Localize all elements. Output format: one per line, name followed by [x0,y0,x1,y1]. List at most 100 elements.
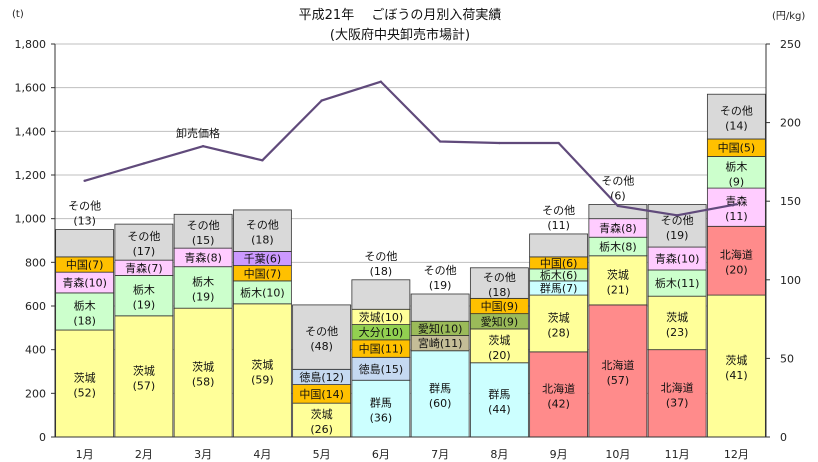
x-tick-label: 7月 [431,448,449,461]
segment-name-label: その他 [246,219,279,232]
segment-pct-label: (60) [429,397,452,410]
x-tick-label: 1月 [76,448,94,461]
y-right-tick-label: 150 [780,195,801,208]
segment-name-label: 茨城 [725,353,747,367]
segment-name-label: 北海道 [542,381,575,395]
bar-segment [55,292,115,331]
x-tick-label: 6月 [372,448,390,461]
y-right-tick-label: 100 [780,274,801,287]
y-right-tick-label: 250 [780,38,801,51]
segment-label: 愛知(10) [418,321,463,335]
gridlines [55,43,766,394]
bar-segment [706,225,766,296]
bar-segment [529,294,589,353]
x-tick-label: 5月 [313,448,331,461]
segment-label: 中国(6) [540,257,578,270]
segment-label: 愛知(9) [481,314,519,328]
segment-label: 大分(10) [359,325,404,339]
segment-name-label: 北海道 [661,380,694,394]
segment-pct-label: (13) [73,215,96,228]
segment-name-label: その他 [424,264,457,277]
segment-name-label: 群馬 [370,396,392,410]
segment-label: 青森(8) [184,250,222,264]
segment-name-label: その他 [720,105,753,118]
chart-subtitle: (大阪府中央卸売市場計) [330,27,470,43]
bar-segment [529,233,589,258]
bar-segment [706,93,766,140]
bar-segment [55,329,115,438]
segment-pct-label: (58) [192,376,215,389]
price-point [735,203,738,206]
segment-label: 徳島(12) [299,370,344,384]
y-left-tick-label: 400 [25,344,46,357]
bar-segment [410,293,470,322]
segment-label: 青森(7) [125,261,163,275]
bar-segment [469,328,529,364]
x-tick-label: 2月 [135,448,153,461]
y-left-tick-label: 0 [39,431,46,444]
segment-label: 茨城(10) [359,310,404,324]
bar-segment [173,266,233,309]
segment-label: 中国(14) [299,388,344,401]
segment-pct-label: (19) [666,229,689,242]
segment-name-label: 茨城 [311,407,333,421]
segment-label: 中国(9) [481,300,519,313]
segment-name-label: 茨城 [251,357,273,371]
segment-label: 中国(7) [66,259,104,272]
price-point [498,141,501,145]
segment-name-label: 栃木 [74,298,96,312]
labels: 平成21年 ごぼうの月別入荷実績 (大阪府中央卸売市場計) (t) (円/kg)… [12,7,805,140]
y-left-unit: (t) [12,9,24,20]
y-left-tick-label: 200 [25,387,46,400]
price-point [320,99,323,102]
segment-pct-label: (59) [251,373,274,386]
bar-segment [469,362,529,438]
bar-segment [588,304,648,438]
segment-pct-label: (57) [607,374,630,387]
segment-label: 栃木(10) [240,285,285,299]
segment-name-label: 茨城 [192,360,214,374]
segment-label: 中国(7) [244,267,282,280]
bar-segment [232,209,292,252]
segment-pct-label: (18) [73,314,96,327]
bar-segment [55,229,115,258]
x-tick-label: 3月 [194,448,212,461]
segment-name-label: 茨城 [666,310,688,324]
segment-name-label: 茨城 [607,267,629,281]
segment-label: 中国(11) [359,343,404,356]
segment-label: 徳島(15) [359,362,404,376]
y-right-unit: (円/kg) [772,11,805,22]
bar-segment [114,275,174,317]
x-tick-label: 11月 [665,448,690,461]
segment-name-label: その他 [661,214,694,227]
segment-name-label: その他 [601,174,634,187]
price-point [379,80,383,83]
segment-pct-label: (57) [133,379,156,392]
x-tick-label: 12月 [724,448,749,461]
price-point [675,214,679,217]
segment-name-label: 茨城 [74,371,96,385]
bar-segment [469,267,529,299]
segment-name-label: 北海道 [601,358,634,372]
y-left-tick-label: 1,000 [15,213,47,226]
segment-name-label: 北海道 [720,248,753,262]
bar-segment [706,294,766,438]
segment-pct-label: (19) [192,290,215,303]
segment-pct-label: (19) [133,299,156,312]
x-tick-label: 10月 [605,448,630,461]
bar-segment [232,303,292,438]
y-left-tick-label: 1,200 [15,169,47,182]
bar-segment [647,295,707,351]
segment-pct-label: (20) [725,264,748,277]
y-right-tick-label: 50 [780,352,794,365]
segment-pct-label: (15) [192,234,215,247]
segment-pct-label: (6) [610,189,626,202]
price-point [616,204,620,208]
segment-pct-label: (42) [547,397,570,410]
segment-label: 青森(10) [655,252,700,266]
segment-pct-label: (11) [547,219,570,232]
segment-name-label: その他 [364,250,397,263]
segment-label: 栃木(11) [655,276,700,290]
x-tick-label: 4月 [253,448,271,461]
y-left-tick-label: 1,800 [15,38,47,51]
